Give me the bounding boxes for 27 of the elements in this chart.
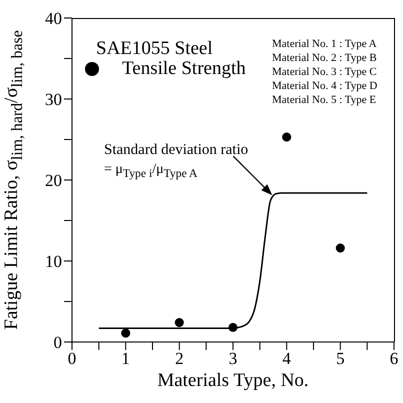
x-tick-label: 6 [390, 349, 398, 368]
x-axis-title: Materials Type, No. [157, 370, 309, 392]
y-tick-label: 30 [45, 90, 62, 110]
x-tick-label: 3 [228, 349, 238, 368]
point [121, 328, 130, 338]
y-tick-label: 0 [54, 333, 62, 352]
annotation: Material No. 5 : Type E [272, 93, 378, 107]
point [282, 132, 292, 142]
x-tick-label: 4 [282, 349, 292, 368]
y-tick-label: 10 [45, 252, 62, 272]
legend-label: Tensile Strength [122, 58, 246, 80]
x-tick-label: 5 [336, 349, 345, 368]
annotation: Material No. 2 : Type B [272, 51, 378, 65]
y-tick-label: 20 [45, 171, 62, 190]
text: SAE1055 Steel [96, 38, 213, 60]
annotation: Material No. 1 : Type A [272, 37, 378, 51]
annotation: = μ$_{Type i}$/μ$_{Type A}$ [104, 162, 198, 180]
x-tick-label: 1 [121, 349, 130, 368]
y-tick-label: 40 [45, 9, 62, 28]
point [174, 318, 184, 328]
x-tick-label: 0 [68, 349, 76, 368]
x-tick-label: 2 [175, 349, 184, 368]
annotation: Material No. 4 : Type D [272, 79, 378, 93]
annotation: Material No. 3 : Type C [272, 65, 378, 79]
point [228, 322, 238, 332]
annotation: Standard deviation ratio [104, 142, 248, 159]
point [336, 244, 345, 253]
